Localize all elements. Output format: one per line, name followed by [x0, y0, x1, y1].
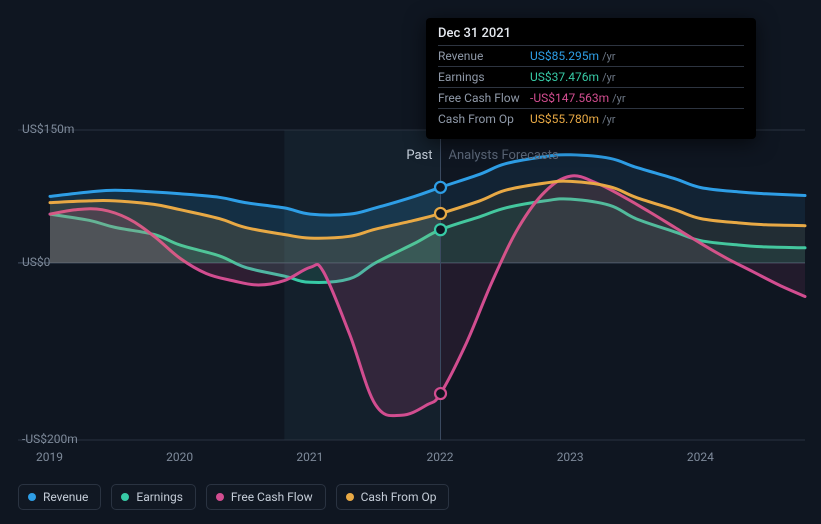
legend-item-cfo[interactable]: Cash From Op: [336, 484, 450, 510]
tooltip-row-value: US$37.476m: [530, 70, 599, 84]
tooltip-row-label: Free Cash Flow: [438, 91, 530, 105]
tooltip-row: Free Cash Flow -US$147.563m /yr: [438, 87, 744, 108]
tooltip-row: Revenue US$85.295m /yr: [438, 45, 744, 66]
forecast-label: Analysts Forecasts: [449, 148, 559, 163]
legend-item-earnings[interactable]: Earnings: [111, 484, 196, 510]
legend-swatch-icon: [216, 493, 224, 501]
legend-item-label: Revenue: [43, 490, 88, 504]
tooltip-row-label: Cash From Op: [438, 112, 530, 126]
y-tick-label: US$150m: [22, 122, 74, 136]
x-tick-label: 2020: [166, 450, 193, 464]
legend-swatch-icon: [28, 493, 36, 501]
tooltip-date: Dec 31 2021: [438, 26, 744, 41]
legend-item-label: Cash From Op: [361, 490, 437, 504]
legend-item-label: Earnings: [136, 490, 183, 504]
y-tick-label: -US$200m: [22, 432, 78, 446]
y-tick-label: US$0: [22, 255, 50, 269]
tooltip-row-value: US$55.780m: [530, 112, 599, 126]
x-tick-label: 2022: [427, 450, 454, 464]
tooltip-row: Earnings US$37.476m /yr: [438, 66, 744, 87]
x-tick-label: 2021: [296, 450, 323, 464]
x-tick-label: 2019: [36, 450, 63, 464]
x-tick-label: 2024: [687, 450, 714, 464]
tooltip-row-unit: /yr: [602, 113, 615, 126]
x-tick-label: 2023: [557, 450, 584, 464]
legend-item-label: Free Cash Flow: [231, 490, 313, 504]
tooltip-row: Cash From Op US$55.780m /yr: [438, 108, 744, 129]
tooltip-row-value: -US$147.563m: [530, 91, 609, 105]
tooltip-row-unit: /yr: [602, 71, 615, 84]
past-label: Past: [406, 148, 432, 163]
legend-swatch-icon: [346, 493, 354, 501]
chart-legend: Revenue Earnings Free Cash Flow Cash Fro…: [18, 484, 449, 510]
legend-item-revenue[interactable]: Revenue: [18, 484, 101, 510]
legend-swatch-icon: [121, 493, 129, 501]
chart-tooltip: Dec 31 2021 Revenue US$85.295m /yr Earni…: [426, 18, 756, 139]
tooltip-row-value: US$85.295m: [530, 49, 599, 63]
tooltip-row-label: Earnings: [438, 70, 530, 84]
tooltip-row-label: Revenue: [438, 49, 530, 63]
tooltip-row-unit: /yr: [612, 92, 625, 105]
legend-item-fcf[interactable]: Free Cash Flow: [206, 484, 326, 510]
tooltip-row-unit: /yr: [602, 50, 615, 63]
